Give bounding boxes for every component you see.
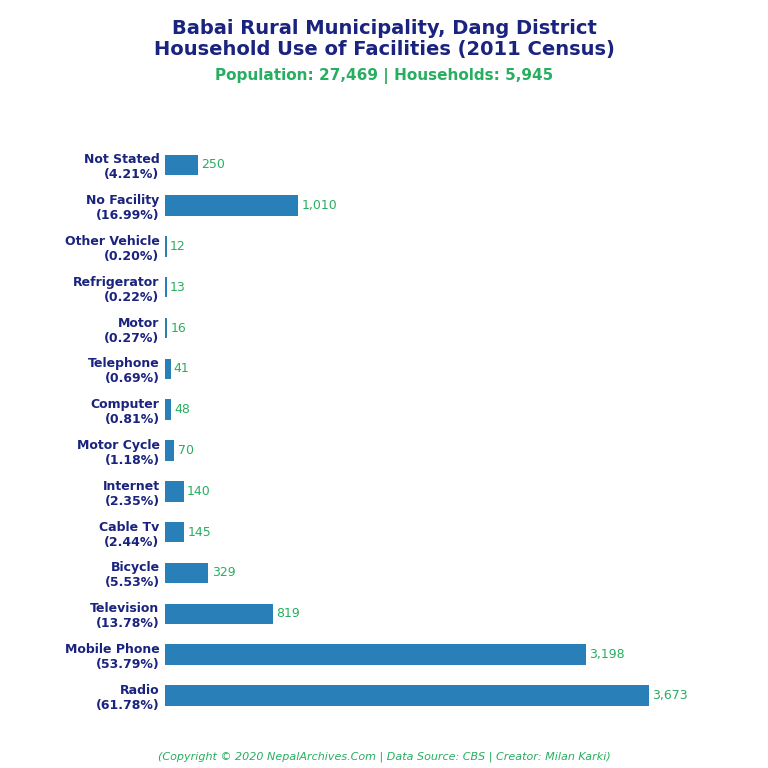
Text: 13: 13 bbox=[170, 281, 186, 293]
Bar bbox=[165, 195, 298, 216]
Bar bbox=[165, 522, 184, 542]
Text: Babai Rural Municipality, Dang District: Babai Rural Municipality, Dang District bbox=[171, 19, 597, 38]
Text: 819: 819 bbox=[276, 607, 300, 621]
Bar bbox=[165, 644, 586, 665]
Text: 41: 41 bbox=[174, 362, 190, 376]
Text: 12: 12 bbox=[170, 240, 186, 253]
Text: 16: 16 bbox=[170, 322, 187, 335]
Bar bbox=[165, 399, 171, 420]
Bar bbox=[165, 237, 167, 257]
Text: 140: 140 bbox=[187, 485, 210, 498]
Bar bbox=[165, 563, 208, 583]
Bar bbox=[165, 154, 198, 175]
Bar bbox=[165, 685, 649, 706]
Text: 1,010: 1,010 bbox=[301, 199, 337, 212]
Text: 250: 250 bbox=[201, 158, 225, 171]
Bar bbox=[165, 359, 170, 379]
Text: Population: 27,469 | Households: 5,945: Population: 27,469 | Households: 5,945 bbox=[215, 68, 553, 84]
Text: 3,198: 3,198 bbox=[590, 648, 625, 661]
Text: 145: 145 bbox=[187, 525, 211, 538]
Bar bbox=[165, 604, 273, 624]
Bar bbox=[165, 277, 167, 297]
Text: 48: 48 bbox=[175, 403, 190, 416]
Text: Household Use of Facilities (2011 Census): Household Use of Facilities (2011 Census… bbox=[154, 40, 614, 59]
Text: 329: 329 bbox=[212, 567, 235, 579]
Bar bbox=[165, 481, 184, 502]
Text: 70: 70 bbox=[177, 444, 194, 457]
Bar bbox=[165, 318, 167, 338]
Text: (Copyright © 2020 NepalArchives.Com | Data Source: CBS | Creator: Milan Karki): (Copyright © 2020 NepalArchives.Com | Da… bbox=[157, 751, 611, 762]
Bar bbox=[165, 440, 174, 461]
Text: 3,673: 3,673 bbox=[652, 689, 687, 702]
